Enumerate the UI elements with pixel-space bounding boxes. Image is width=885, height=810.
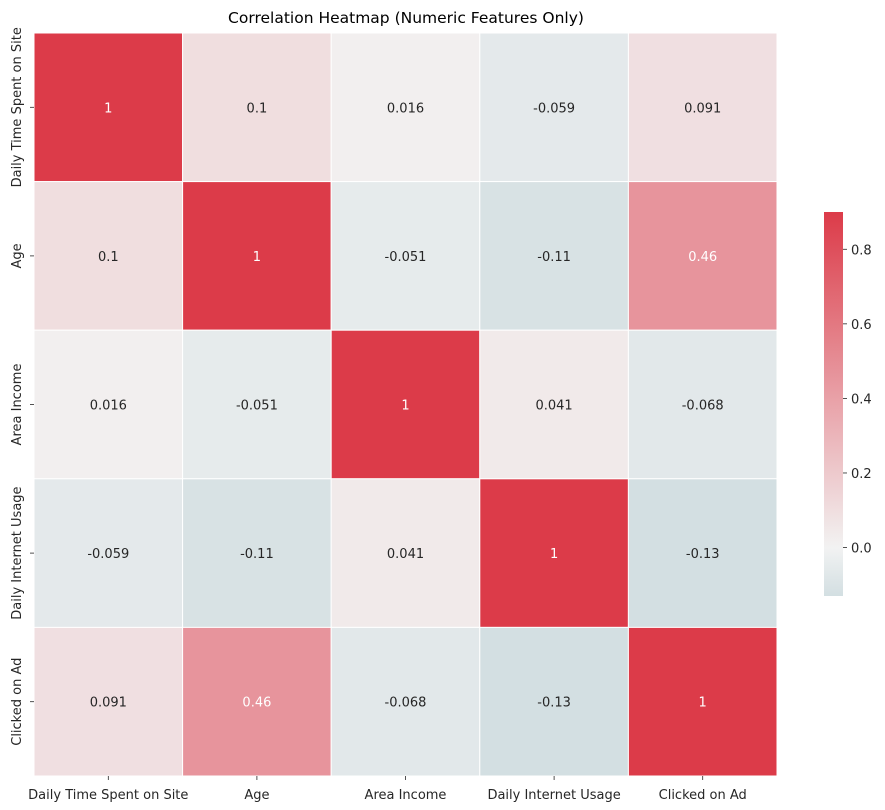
cell-value-label: -0.068 <box>682 399 724 414</box>
cell-value-label: -0.11 <box>240 547 274 562</box>
heatmap-cell <box>627 32 778 183</box>
heatmap-cells: 1 0.1 0.016 -0.059 0.091 0.1 1 -0.051 -0.11 0.46 0… <box>33 32 778 777</box>
cell-value-label: -0.13 <box>537 696 571 711</box>
cell-value-label: -0.11 <box>537 250 571 265</box>
cell-value-label: 0.041 <box>387 547 424 562</box>
colorbar-tick-label: 0.0 <box>851 542 872 557</box>
heatmap-cell <box>33 626 184 777</box>
chart-title: Correlation Heatmap (Numeric Features On… <box>228 9 584 27</box>
x-tick-label: Age <box>244 788 269 803</box>
heatmap-cell <box>330 329 481 480</box>
y-tick-label: Clicked on Ad <box>10 658 25 746</box>
cell-value-label: 1 <box>699 696 707 711</box>
heatmap-cell <box>330 32 481 183</box>
cell-value-label: -0.068 <box>385 696 427 711</box>
y-tick-label: Age <box>10 243 25 268</box>
heatmap-cell <box>330 478 481 628</box>
colorbar-tick-label: 0.4 <box>851 392 872 407</box>
heatmap-cell <box>330 626 481 777</box>
cell-value-label: 0.016 <box>387 101 424 116</box>
x-tick-label: Daily Internet Usage <box>487 788 620 803</box>
y-tick-label: Daily Internet Usage <box>10 486 25 619</box>
cell-value-label: 1 <box>104 101 112 116</box>
cell-value-label: -0.059 <box>87 547 129 562</box>
cell-value-label: 0.46 <box>242 696 271 711</box>
colorbar-tick-label: 0.8 <box>851 243 872 258</box>
x-tick-label: Clicked on Ad <box>659 788 747 803</box>
heatmap-cell <box>33 32 184 183</box>
heatmap-cell <box>627 478 778 628</box>
heatmap-cell <box>33 181 184 331</box>
heatmap-cell <box>182 32 332 183</box>
x-tick-label: Area Income <box>365 788 447 803</box>
heatmap-cell <box>330 181 481 331</box>
cell-value-label: 0.016 <box>90 399 127 414</box>
cell-value-label: -0.13 <box>686 547 720 562</box>
colorbar-gradient <box>824 212 843 596</box>
cell-value-label: 0.091 <box>90 696 127 711</box>
cell-value-label: -0.059 <box>533 101 575 116</box>
heatmap-cell <box>627 181 778 331</box>
colorbar: 0.0 0.2 0.4 0.6 0.8 <box>824 212 872 596</box>
y-tick-label: Daily Time Spent on Site <box>10 27 25 187</box>
cell-value-label: -0.051 <box>236 399 278 414</box>
cell-value-label: 0.041 <box>535 399 572 414</box>
heatmap-cell <box>182 626 332 777</box>
heatmap-cell <box>182 329 332 480</box>
cell-value-label: 1 <box>253 250 261 265</box>
x-axis: Daily Time Spent on Site Age Area Income Da… <box>28 776 747 803</box>
cell-value-label: 0.091 <box>684 101 721 116</box>
heatmap-cell <box>627 329 778 480</box>
x-tick-label: Daily Time Spent on Site <box>28 788 188 803</box>
cell-value-label: 0.1 <box>98 250 119 265</box>
heatmap-cell <box>182 478 332 628</box>
heatmap-cell <box>182 181 332 331</box>
cell-value-label: 1 <box>550 547 558 562</box>
cell-value-label: 0.46 <box>688 250 717 265</box>
y-tick-label: Area Income <box>10 364 25 446</box>
heatmap-cell <box>627 626 778 777</box>
cell-value-label: -0.051 <box>385 250 427 265</box>
colorbar-ticks: 0.0 0.2 0.4 0.6 0.8 <box>843 243 872 557</box>
colorbar-tick-label: 0.6 <box>851 318 872 333</box>
heatmap-cell <box>479 478 629 628</box>
heatmap-cell <box>479 32 629 183</box>
colorbar-tick-label: 0.2 <box>851 467 872 482</box>
cell-value-label: 1 <box>401 399 409 414</box>
heatmap-cell <box>479 329 629 480</box>
cell-value-label: 0.1 <box>247 101 268 116</box>
y-axis: Daily Time Spent on Site Age Area Income Da… <box>10 27 34 746</box>
